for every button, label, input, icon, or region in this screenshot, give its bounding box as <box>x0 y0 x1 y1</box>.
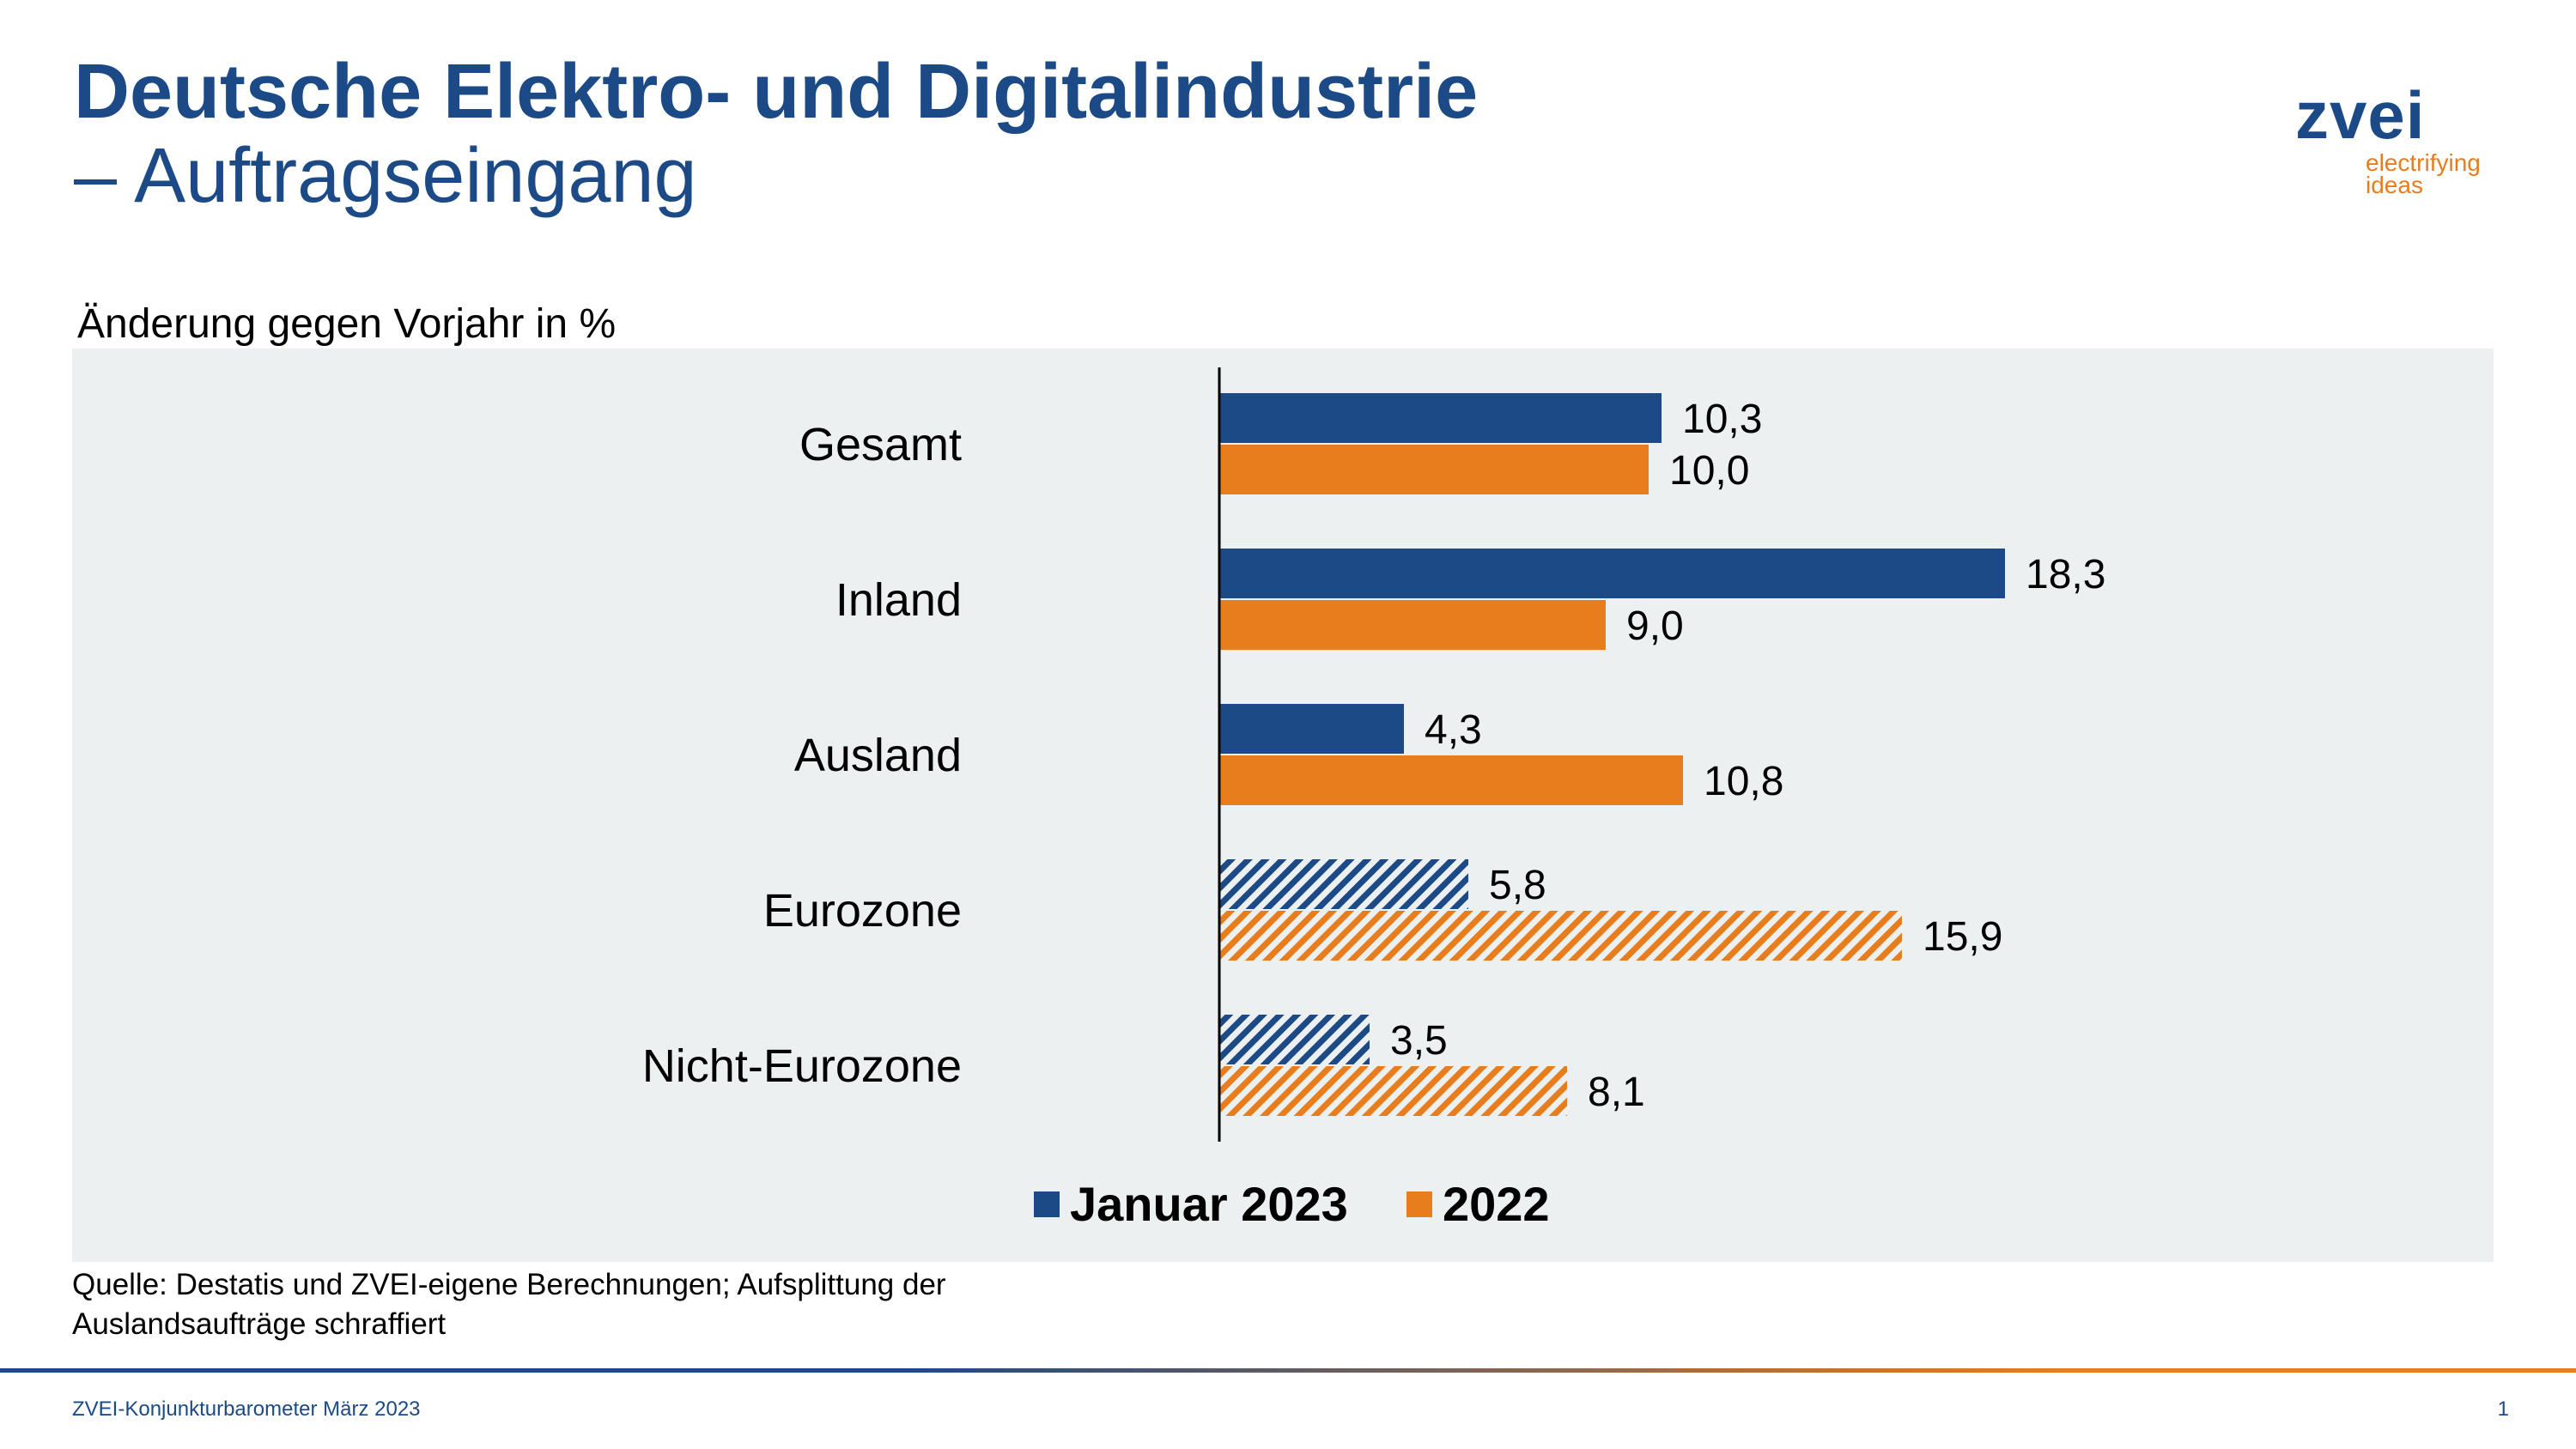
category-label-eurozone: Eurozone <box>763 885 962 937</box>
bars-layer: Gesamt 10,3 10,0 Inland 18,3 9,0 Ausland 4,3 10,… <box>642 393 2105 1116</box>
bar-eurozone-2022 <box>1219 911 1902 961</box>
data-label-gesamt-januar-2023: 10,3 <box>1682 397 1762 442</box>
data-label-ausland-januar-2023: 4,3 <box>1425 707 1482 753</box>
bar-nicht-eurozone-2022 <box>1219 1066 1567 1116</box>
footer-publication: ZVEI-Konjunkturbarometer März 2023 <box>72 1397 421 1421</box>
data-label-nicht-eurozone-2022: 8,1 <box>1588 1070 1645 1115</box>
bar-gesamt-2022 <box>1219 445 1649 494</box>
logo-tagline: electrifying ideas <box>2366 149 2481 198</box>
zvei-logo: zvei electrifying ideas <box>2288 82 2512 202</box>
legend-label-januar-2023: Januar 2023 <box>1070 1177 1348 1231</box>
bar-chart: Gesamt 10,3 10,0 Inland 18,3 9,0 Ausland 4,3 10,… <box>642 367 2105 1231</box>
chart-title: Änderung gegen Vorjahr in % <box>77 301 617 347</box>
source-note: Quelle: Destatis und ZVEI-eigene Berechn… <box>72 1265 1274 1344</box>
footer-divider <box>0 1368 2576 1373</box>
chart-panel: Gesamt 10,3 10,0 Inland 18,3 9,0 Ausland 4,3 10,… <box>72 349 2494 1262</box>
category-label-nicht-eurozone: Nicht-Eurozone <box>642 1040 962 1092</box>
page-title: Deutsche Elektro- und Digitalindustrie <box>74 49 1479 135</box>
legend: Januar 2023 2022 <box>1034 1177 1550 1231</box>
bar-inland-2022 <box>1219 600 1606 650</box>
legend-swatch-2022 <box>1406 1191 1432 1217</box>
bar-nicht-eurozone-januar-2023 <box>1219 1015 1370 1064</box>
logo-tagline-line2: ideas <box>2366 172 2423 198</box>
legend-swatch-januar-2023 <box>1034 1191 1060 1217</box>
category-label-inland: Inland <box>835 574 962 626</box>
page-number: 1 <box>2497 1397 2509 1421</box>
data-label-nicht-eurozone-januar-2023: 3,5 <box>1390 1018 1448 1064</box>
data-label-eurozone-2022: 15,9 <box>1923 914 2002 960</box>
logo-wordmark: zvei <box>2295 77 2426 153</box>
data-label-eurozone-januar-2023: 5,8 <box>1489 863 1546 908</box>
logo-tagline-line1: electrifying <box>2366 149 2481 176</box>
data-label-inland-januar-2023: 18,3 <box>2026 552 2105 597</box>
bar-gesamt-januar-2023 <box>1219 393 1662 443</box>
data-label-ausland-2022: 10,8 <box>1704 759 1783 804</box>
source-line-2: Auslandsaufträge schraffiert <box>72 1307 447 1341</box>
bar-ausland-januar-2023 <box>1219 704 1404 754</box>
page-subtitle: – Auftragseingang <box>74 133 697 219</box>
bar-eurozone-januar-2023 <box>1219 859 1468 909</box>
source-line-1: Quelle: Destatis und ZVEI-eigene Berechn… <box>72 1268 946 1301</box>
category-label-gesamt: Gesamt <box>799 419 962 470</box>
legend-label-2022: 2022 <box>1443 1177 1550 1231</box>
data-label-gesamt-2022: 10,0 <box>1669 448 1749 494</box>
bar-inland-januar-2023 <box>1219 549 2005 598</box>
bar-ausland-2022 <box>1219 755 1683 805</box>
data-label-inland-2022: 9,0 <box>1626 603 1684 649</box>
category-label-ausland: Ausland <box>794 730 962 781</box>
